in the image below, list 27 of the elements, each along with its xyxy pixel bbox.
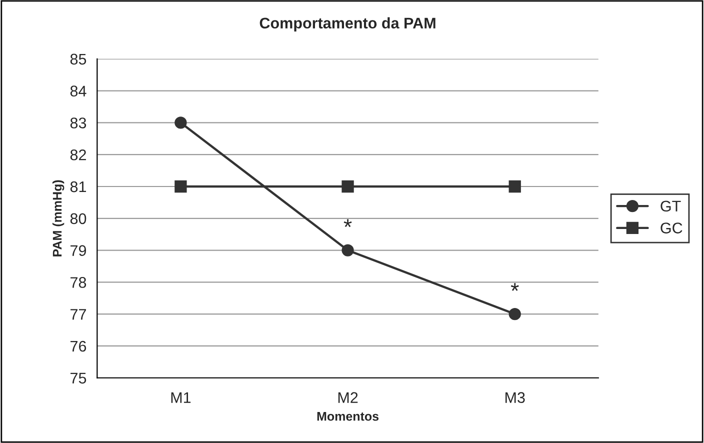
y-tick-label: 83 xyxy=(70,118,86,128)
point xyxy=(508,180,521,193)
annotation: * xyxy=(510,283,519,291)
y-axis-title: PAM (mmHg) xyxy=(52,180,64,256)
x-axis-title: Momentos xyxy=(317,412,379,421)
point xyxy=(174,180,187,193)
point xyxy=(342,180,354,193)
y-tick-label: 78 xyxy=(70,277,86,288)
x-tick-label: M1 xyxy=(171,392,191,403)
x-tick-label: M3 xyxy=(506,392,525,403)
y-tick-label: 82 xyxy=(70,149,86,160)
y-tick-label: 79 xyxy=(70,245,86,256)
point xyxy=(174,116,187,129)
y-tick-label: 81 xyxy=(70,181,86,192)
legend-label: GT xyxy=(660,200,681,212)
point xyxy=(342,244,354,256)
y-tick-label: 85 xyxy=(70,54,86,65)
chart-title: Comportamento da PAM xyxy=(260,17,436,32)
y-tick-label: 75 xyxy=(70,372,86,384)
y-tick-label: 84 xyxy=(70,86,86,96)
x-tick-label: M2 xyxy=(338,392,358,403)
y-tick-label: 80 xyxy=(70,213,86,224)
annotation: * xyxy=(344,219,352,228)
legend-label: GC xyxy=(660,222,682,234)
y-tick-label: 77 xyxy=(70,309,86,320)
y-tick-label: 76 xyxy=(70,340,86,352)
point xyxy=(508,308,521,320)
